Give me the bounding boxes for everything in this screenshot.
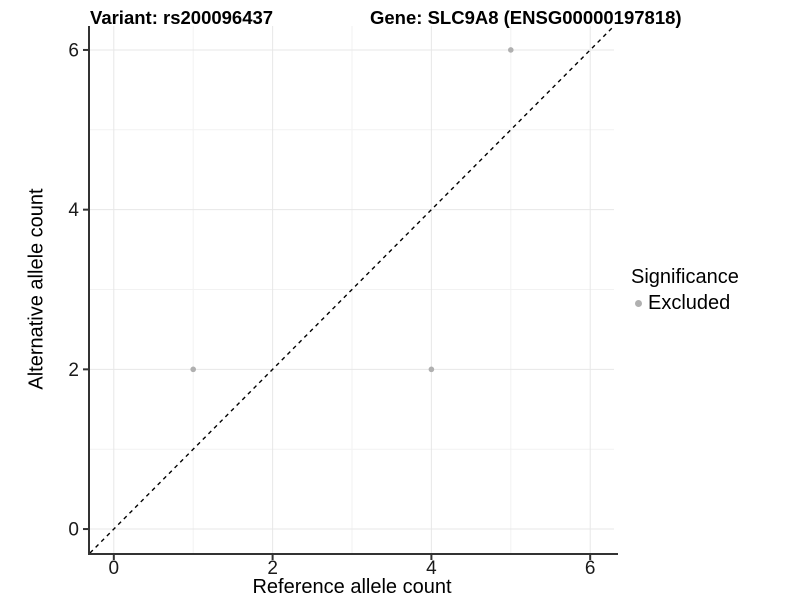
legend-title: Significance bbox=[631, 266, 739, 288]
x-tick-label: 2 bbox=[267, 558, 278, 579]
plot-title-variant: Variant: rs200096437 bbox=[90, 7, 274, 28]
data-point bbox=[507, 47, 514, 53]
x-tick-label: 4 bbox=[426, 558, 437, 579]
legend: Significance Excluded bbox=[631, 266, 739, 315]
x-tick-label: 6 bbox=[585, 558, 596, 579]
legend-key-point-icon bbox=[635, 300, 642, 307]
x-tick-label: 0 bbox=[109, 558, 120, 579]
legend-item-excluded: Excluded bbox=[631, 292, 739, 315]
plot-title-gene: Gene: SLC9A8 (ENSG00000197818) bbox=[370, 7, 682, 28]
y-tick-label: 4 bbox=[68, 200, 79, 221]
y-tick-label: 0 bbox=[68, 520, 79, 541]
data-point bbox=[190, 366, 197, 373]
y-tick-label: 2 bbox=[68, 360, 79, 381]
identity-line bbox=[89, 25, 615, 554]
y-tick-label: 6 bbox=[68, 40, 79, 61]
x-axis-title: Reference allele count bbox=[252, 576, 452, 598]
y-axis-title: Alternative allele count bbox=[25, 188, 48, 390]
legend-item-label: Excluded bbox=[648, 292, 731, 314]
data-point bbox=[428, 366, 435, 373]
